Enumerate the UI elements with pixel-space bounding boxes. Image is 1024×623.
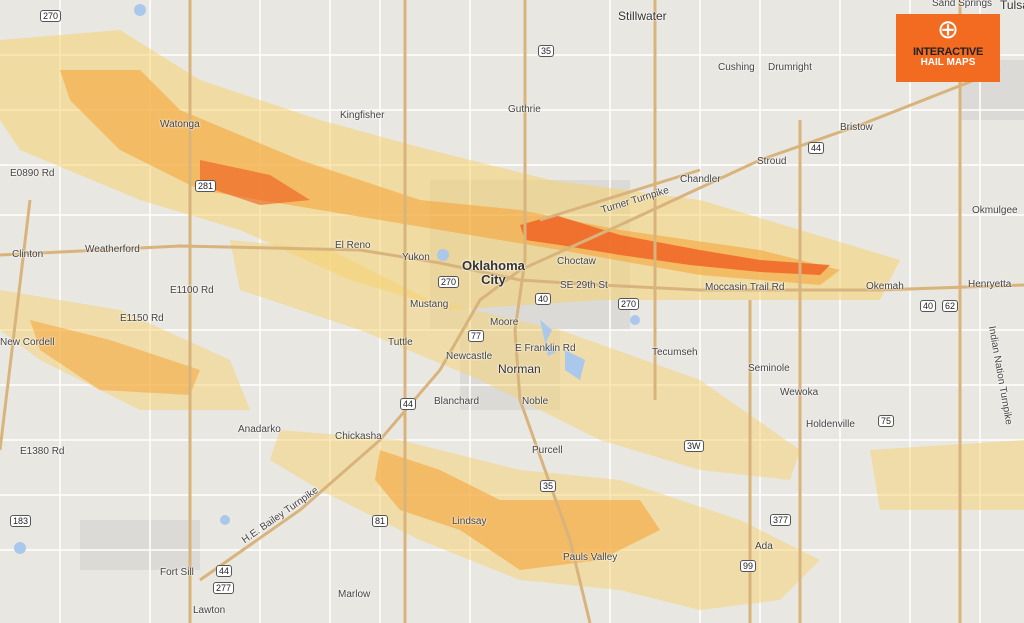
city-label: Yukon — [402, 252, 430, 263]
city-label: Drumright — [768, 62, 812, 73]
highway-shield: 77 — [468, 330, 485, 342]
highway-shield: 75 — [878, 415, 895, 427]
hail-swath-heavy — [520, 215, 830, 275]
city-label: Seminole — [748, 363, 790, 374]
city-label: Anadarko — [238, 424, 281, 435]
city-label: Henryetta — [968, 279, 1012, 290]
city-label: Lawton — [193, 605, 226, 616]
highway-shield: 40 — [920, 300, 937, 312]
city-label: Tulsa — [1000, 0, 1024, 12]
highway-shield: 270 — [438, 276, 460, 288]
city-label: Stillwater — [618, 9, 667, 23]
road-label: Moccasin Trail Rd — [705, 282, 785, 293]
logo-line1: INTERACTIVE — [912, 46, 984, 58]
city-label: Bristow — [840, 122, 873, 133]
highway-shield: 62 — [942, 300, 959, 312]
city-label: Mustang — [410, 299, 449, 310]
city-label: El Reno — [335, 240, 371, 251]
road-label: E Franklin Rd — [515, 343, 576, 354]
city-label: Cushing — [718, 62, 755, 73]
city-label: Moore — [490, 317, 519, 328]
highway-shield: 35 — [538, 45, 555, 57]
highway-shield: 277 — [213, 582, 235, 594]
city-label: Clinton — [12, 249, 44, 260]
city-label: Newcastle — [446, 351, 493, 362]
highway-shield: 81 — [372, 515, 389, 527]
interstate-40 — [0, 244, 1024, 292]
city-label: New Cordell — [0, 337, 55, 348]
highway-shield: 35 — [540, 480, 557, 492]
highway-shield: 270 — [618, 298, 640, 310]
road-label: E1150 Rd — [120, 313, 164, 324]
city-label: Chickasha — [335, 431, 382, 442]
city-label: Guthrie — [508, 104, 541, 115]
city-label: Kingfisher — [340, 110, 385, 121]
city-label: Pauls Valley — [563, 552, 618, 563]
city-label: Lindsay — [452, 516, 487, 527]
city-label: Chandler — [680, 174, 721, 185]
highway-shield: 377 — [770, 514, 792, 526]
lightning-crosshair-icon: ⊕ — [937, 14, 959, 44]
city-label: Stroud — [757, 156, 787, 167]
interactive-hail-maps-logo[interactable]: ⊕ INTERACTIVE HAIL MAPS — [896, 14, 1000, 82]
city-label: Okmulgee — [972, 205, 1018, 216]
highway-shield: 3W — [684, 440, 704, 452]
city-label: Holdenville — [806, 419, 855, 430]
water-bodies — [14, 4, 640, 554]
highway-shield: 270 — [40, 10, 62, 22]
city-label: Marlow — [338, 589, 371, 600]
city-label: Blanchard — [434, 396, 480, 407]
city-label: Tecumseh — [652, 347, 698, 358]
road-label: SE 29th St — [560, 280, 608, 291]
highway-shield: 183 — [10, 515, 32, 527]
turner-turnpike — [539, 168, 701, 222]
road-label: E1100 Rd — [170, 285, 214, 296]
city-label: Wewoka — [780, 387, 819, 398]
interstate-35 — [513, 0, 592, 623]
city-label: Sand Springs — [932, 0, 993, 9]
hail-swath-light — [230, 240, 800, 480]
hail-swaths — [0, 30, 1024, 610]
city-label: Ada — [755, 541, 773, 552]
road-label: E0890 Rd — [10, 168, 55, 179]
city-label: Norman — [498, 362, 541, 376]
highway-shield: 281 — [195, 180, 217, 192]
city-label: Noble — [522, 396, 549, 407]
highway-shield: 44 — [216, 565, 233, 577]
main-city-label: Oklahoma City — [462, 259, 525, 287]
road-label: E1380 Rd — [20, 446, 65, 457]
city-label: Watonga — [160, 119, 200, 130]
logo-line2: HAIL MAPS — [920, 57, 976, 68]
city-label: Weatherford — [85, 244, 140, 255]
highway-shield: 44 — [808, 142, 825, 154]
hail-swath-medium — [30, 320, 200, 395]
highway-shield: 99 — [740, 560, 757, 572]
city-label: Fort Sill — [160, 567, 194, 578]
highway-shield: 40 — [535, 293, 552, 305]
hail-swath-medium — [375, 450, 660, 570]
highway-shield: 44 — [400, 398, 417, 410]
city-label: Choctaw — [557, 256, 596, 267]
main-city-line2: City — [481, 272, 506, 287]
hail-swath-heavy — [200, 160, 310, 205]
main-city-line1: Oklahoma — [462, 258, 525, 273]
hail-swath-light — [870, 440, 1024, 510]
city-label: Purcell — [532, 445, 563, 456]
city-label: Okemah — [866, 281, 904, 292]
city-label: Tuttle — [388, 337, 413, 348]
